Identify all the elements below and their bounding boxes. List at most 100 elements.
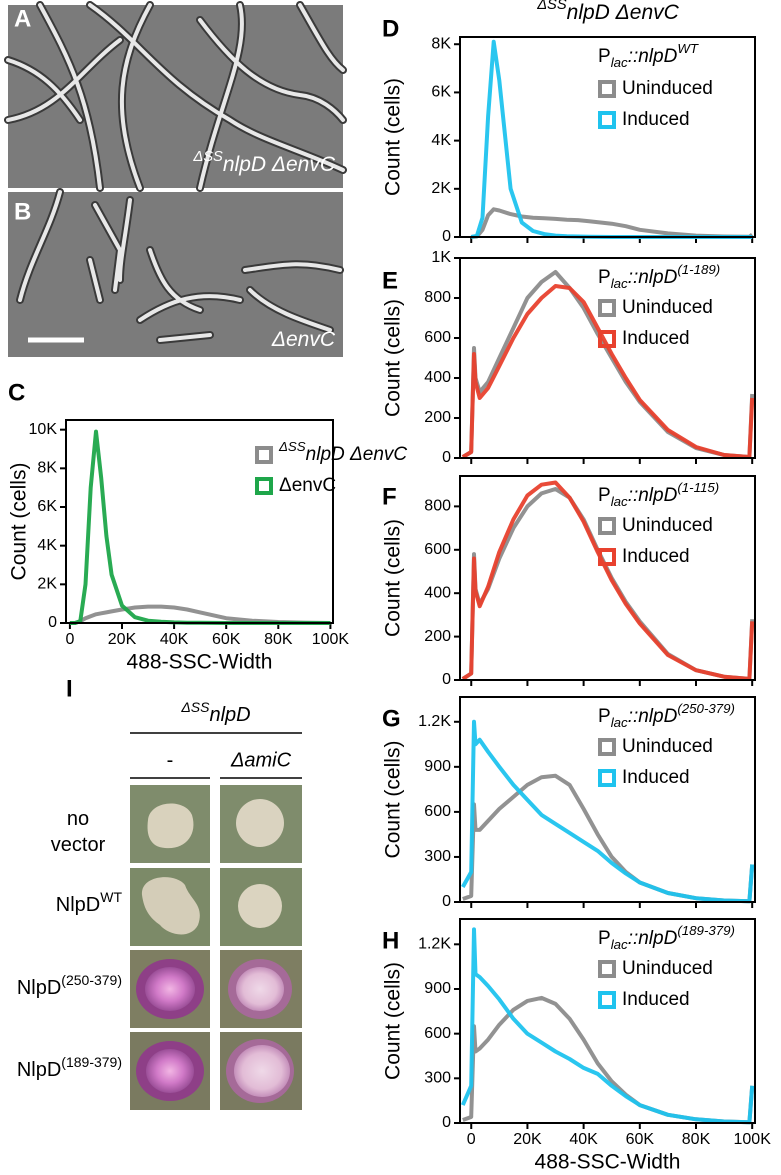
legend-title-part: P <box>598 706 611 727</box>
legend-title-part: P <box>598 267 611 288</box>
y-tick-label: 8K <box>431 35 451 52</box>
legend-label: Uninduced <box>622 958 713 979</box>
row-label-part: NlpD <box>17 1059 61 1081</box>
legend-swatch <box>598 330 616 348</box>
legend-label: Uninduced <box>622 297 713 318</box>
y-tick-label: 0 <box>442 228 451 245</box>
legend-label: Uninduced <box>622 515 713 536</box>
micrograph-caption: ΔSSnlpD ΔenvC <box>192 149 335 176</box>
legend-label-part: Induced <box>622 109 690 130</box>
panel-letter: F <box>382 483 397 510</box>
row-label-part: NlpD <box>56 894 100 916</box>
legend-label-part: Induced <box>622 328 690 349</box>
y-axis-label: Count (cells) <box>382 962 405 1080</box>
legend-title-part: lac <box>611 937 628 952</box>
legend-label: ΔenvC <box>279 475 336 496</box>
panel-letter: E <box>382 267 398 294</box>
legend-label-part: Uninduced <box>622 515 713 536</box>
chart-title-part: ΔSS <box>536 0 567 13</box>
legend-title-part: lac <box>611 715 628 730</box>
plate-title: ΔSSnlpD <box>180 699 250 727</box>
panel-letter: A <box>14 5 31 32</box>
legend-label-part: Uninduced <box>622 297 713 318</box>
y-tick-label: 900 <box>424 758 451 775</box>
chart-title-part: nlpD ΔenvC <box>567 1 680 24</box>
plot-frame <box>459 257 756 459</box>
y-tick-label: 1K <box>431 249 451 266</box>
plot-frame <box>459 918 756 1124</box>
panel-letter: I <box>66 675 73 702</box>
micrograph-caption-part: ΔenvC <box>271 328 336 351</box>
y-tick-label: 1.2K <box>418 713 451 730</box>
legend-title: Plac::nlpD(189-379) <box>598 923 735 952</box>
y-tick-label: 400 <box>424 584 451 601</box>
row-label-part: WT <box>100 889 122 905</box>
x-tick-label: 20K <box>108 631 137 648</box>
panel-letter: H <box>382 927 399 954</box>
legend-title-part: P <box>598 485 611 506</box>
x-tick-label: 100K <box>734 1131 772 1148</box>
y-tick-label: 4K <box>37 537 57 554</box>
y-axis-label: Count (cells) <box>382 299 405 417</box>
y-tick-label: 6K <box>37 498 57 515</box>
legend-title-part: P <box>598 928 611 949</box>
legend-label-part: Uninduced <box>622 78 713 99</box>
x-tick-label: 0 <box>65 631 74 648</box>
row-label: NlpD(189-379) <box>17 1054 122 1082</box>
row-label-part: (189-379) <box>61 1054 122 1070</box>
legend-label: Induced <box>622 328 690 349</box>
y-tick-label: 800 <box>424 289 451 306</box>
y-axis-label: Count (cells) <box>382 78 405 196</box>
row-label-part: (250-379) <box>61 972 122 988</box>
series-line <box>462 773 755 904</box>
y-tick-label: 900 <box>424 980 451 997</box>
x-tick-label: 100K <box>312 631 350 648</box>
legend-label: Uninduced <box>622 736 713 757</box>
legend-title-part: (189-379) <box>677 923 735 938</box>
y-axis-label: Count (cells) <box>8 463 31 581</box>
plot-frame <box>459 475 756 681</box>
micrograph-caption-part: nlpD ΔenvC <box>223 153 336 176</box>
legend-title-part: ::nlpD <box>628 267 678 288</box>
y-tick-label: 200 <box>424 409 451 426</box>
legend-title-part: lac <box>611 55 628 70</box>
series-line <box>460 927 755 1125</box>
row-label: NlpDWT <box>56 889 123 917</box>
y-tick-label: 6K <box>431 84 451 101</box>
x-tick-label: 40K <box>160 631 189 648</box>
series-line <box>462 995 755 1125</box>
legend-title-part: WT <box>677 41 699 56</box>
row-label: no vector <box>50 808 106 856</box>
y-tick-label: 0 <box>442 449 451 466</box>
legend-swatch <box>598 80 616 98</box>
legend-title-part: (1-189) <box>677 262 720 277</box>
y-tick-label: 600 <box>424 541 451 558</box>
legend-title-part: lac <box>611 494 628 509</box>
legend-label-part: Induced <box>622 546 690 567</box>
legend-label: Induced <box>622 989 690 1010</box>
plate-title-part: ΔSS <box>180 699 210 715</box>
y-tick-label: 200 <box>424 628 451 645</box>
legend-label-part: Uninduced <box>622 958 713 979</box>
y-tick-label: 10K <box>29 421 58 438</box>
y-tick-label: 8K <box>37 460 57 477</box>
micrograph-b <box>8 188 344 357</box>
y-axis-label: Count (cells) <box>382 741 405 859</box>
legend-swatch <box>598 960 616 978</box>
series-line <box>69 429 331 625</box>
plate-images <box>130 785 302 1110</box>
x-tick-label: 60K <box>626 1131 655 1148</box>
y-tick-label: 300 <box>424 1070 451 1087</box>
legend-title-part: P <box>598 46 611 67</box>
legend-label: Uninduced <box>622 78 713 99</box>
legend-swatch <box>598 548 616 566</box>
x-axis-label: 488-SSC-Width <box>535 1151 681 1174</box>
legend-label: Induced <box>622 767 690 788</box>
y-tick-label: 600 <box>424 329 451 346</box>
legend-label-part: Uninduced <box>622 736 713 757</box>
y-tick-label: 400 <box>424 369 451 386</box>
legend-label: Induced <box>622 109 690 130</box>
micrograph-caption: ΔenvC <box>271 328 336 351</box>
y-tick-label: 0 <box>442 893 451 910</box>
